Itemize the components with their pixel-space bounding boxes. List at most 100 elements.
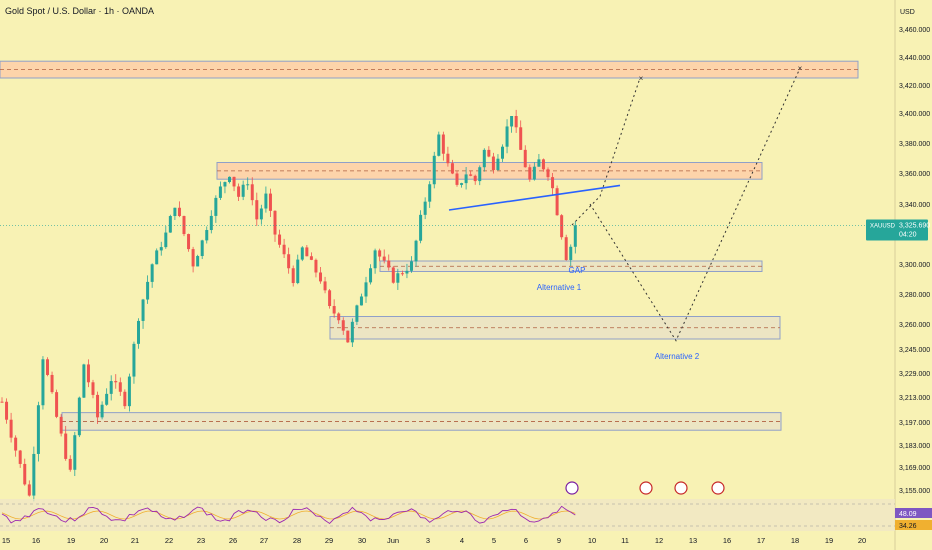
y-tick-label: 3,155.000 bbox=[899, 488, 930, 495]
x-tick-label: 22 bbox=[165, 536, 173, 545]
candle-body bbox=[105, 393, 109, 405]
alternative-1-label: Alternative 1 bbox=[537, 283, 582, 292]
x-tick-label: 5 bbox=[492, 536, 496, 545]
candle-body bbox=[177, 207, 181, 217]
candle-body bbox=[323, 281, 327, 291]
candle-body bbox=[41, 359, 45, 406]
x-tick-label: 27 bbox=[260, 536, 268, 545]
candle-body bbox=[200, 240, 204, 257]
candle-body bbox=[237, 186, 241, 197]
y-tick-label: 3,183.000 bbox=[899, 443, 930, 450]
candle-body bbox=[123, 391, 127, 407]
y-tick-label: 3,213.000 bbox=[899, 395, 930, 402]
y-tick-label: 3,460.000 bbox=[899, 27, 930, 34]
candle-body bbox=[519, 127, 523, 150]
y-tick-label: 3,420.000 bbox=[899, 83, 930, 90]
x-tick-label: 6 bbox=[524, 536, 528, 545]
candle-body bbox=[82, 364, 86, 398]
event-marker-icon bbox=[711, 481, 725, 495]
candle-body bbox=[164, 232, 168, 248]
candle-body bbox=[478, 167, 482, 182]
event-marker-icon bbox=[639, 481, 653, 495]
candle-body bbox=[46, 359, 49, 375]
x-tick-label: 30 bbox=[358, 536, 366, 545]
y-tick-label: 3,169.000 bbox=[899, 465, 930, 472]
candle-body bbox=[150, 264, 154, 282]
candle-body bbox=[109, 381, 113, 394]
candle-body bbox=[173, 207, 177, 217]
x-tick-label: 28 bbox=[293, 536, 301, 545]
candle-body bbox=[473, 175, 477, 182]
x-tick-label: 16 bbox=[723, 536, 731, 545]
x-tick-label: 3 bbox=[426, 536, 430, 545]
x-tick-label: Jun bbox=[387, 536, 399, 545]
x-tick-label: 13 bbox=[689, 536, 697, 545]
candle-body bbox=[255, 200, 259, 220]
x-tick-label: 26 bbox=[229, 536, 237, 545]
last-price-symbol: XAUUSD bbox=[870, 223, 896, 229]
candle-body bbox=[291, 268, 295, 284]
candle-body bbox=[455, 173, 459, 185]
candle-body bbox=[91, 382, 95, 395]
candle-body bbox=[168, 216, 172, 233]
candle-body bbox=[214, 197, 218, 216]
candle-body bbox=[446, 153, 450, 164]
x-tick-label: 17 bbox=[757, 536, 765, 545]
x-tick-label: 19 bbox=[825, 536, 833, 545]
candle-body bbox=[555, 188, 559, 216]
y-tick-label: 3,400.000 bbox=[899, 111, 930, 118]
candle-body bbox=[359, 296, 363, 306]
candle-body bbox=[532, 166, 536, 180]
candle-body bbox=[218, 186, 222, 198]
candle-body bbox=[282, 244, 286, 255]
candle-body bbox=[209, 215, 213, 231]
projection-alt1 bbox=[571, 77, 641, 226]
candle-body bbox=[73, 435, 77, 470]
candle-body bbox=[36, 405, 40, 454]
candle-body bbox=[355, 305, 359, 322]
candle-body bbox=[59, 416, 63, 434]
candle-body bbox=[496, 158, 500, 170]
candle-body bbox=[487, 149, 491, 157]
rsi-ma-value: 34.26 bbox=[899, 523, 917, 530]
candle-body bbox=[127, 376, 131, 407]
rsi-pane-bg bbox=[0, 499, 895, 531]
candle-body bbox=[205, 230, 209, 241]
candle-body bbox=[232, 176, 236, 187]
candle-body bbox=[18, 450, 22, 464]
candle-body bbox=[68, 458, 72, 470]
candle-body bbox=[64, 433, 68, 459]
candle-body bbox=[50, 374, 54, 393]
candle-body bbox=[432, 155, 436, 185]
candle-body bbox=[196, 256, 200, 267]
candle-body bbox=[514, 115, 518, 128]
candle-body bbox=[510, 115, 514, 127]
candle-body bbox=[96, 394, 100, 418]
candle-body bbox=[114, 381, 118, 383]
x-tick-label: 23 bbox=[197, 536, 205, 545]
candle-body bbox=[337, 313, 341, 321]
candle-body bbox=[0, 401, 4, 403]
candle-body bbox=[146, 281, 150, 300]
candle-body bbox=[369, 268, 373, 283]
candle-body bbox=[268, 193, 272, 211]
rsi-line bbox=[1, 505, 576, 525]
candle-body bbox=[86, 364, 90, 383]
candle-body bbox=[482, 149, 486, 168]
candle-body bbox=[428, 184, 432, 202]
candle-body bbox=[278, 234, 282, 245]
candle-body bbox=[569, 246, 573, 260]
rsi-value: 48.09 bbox=[899, 511, 917, 518]
candle-body bbox=[132, 343, 136, 377]
last-price-value: 3,325.690 bbox=[899, 222, 930, 229]
candle-body bbox=[23, 463, 27, 485]
candle-body bbox=[182, 216, 186, 235]
candle-body bbox=[400, 273, 404, 275]
candle-body bbox=[460, 183, 464, 185]
candle-body bbox=[405, 270, 409, 274]
candle-body bbox=[300, 247, 304, 260]
candle-body bbox=[118, 382, 122, 392]
candle-body bbox=[250, 184, 254, 201]
